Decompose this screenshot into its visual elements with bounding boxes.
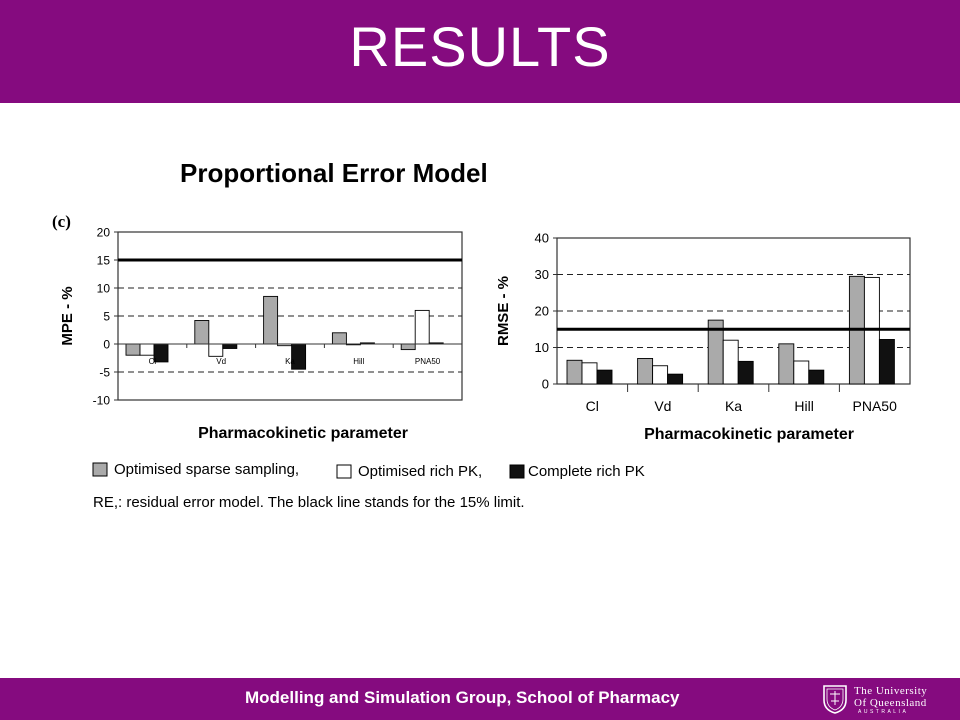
- y-tick-label: 20: [97, 225, 111, 239]
- university-logo: The University Of Queensland AUSTRALIA: [822, 682, 952, 716]
- chart-2: 40 30 20 10 0 Cl Vd Ka Hill PNA50 RMSE - % Pharmaco…: [495, 231, 911, 443]
- bar: [667, 373, 684, 385]
- y-tick-label: 10: [535, 340, 549, 355]
- bar: [331, 332, 347, 345]
- bar: [208, 343, 224, 357]
- bar: [722, 339, 739, 385]
- y-tick-label: 0: [103, 337, 110, 351]
- bar: [581, 362, 598, 385]
- y-tick-label: 10: [97, 281, 111, 295]
- bar: [878, 339, 895, 385]
- bar: [566, 359, 583, 385]
- chart-subtitle: Proportional Error Model: [180, 158, 488, 188]
- x-tick-label: Hill: [794, 398, 813, 414]
- x-tick-label: Ka: [725, 398, 742, 414]
- y-tick-label: 0: [542, 377, 549, 392]
- x-tick-label: PNA50: [415, 357, 441, 366]
- logo-text-line-2: Of Queensland: [854, 697, 927, 709]
- y-axis-label: RMSE - %: [495, 276, 512, 346]
- legend-label: Optimised rich PK,: [358, 463, 482, 480]
- y-tick-label: 40: [535, 231, 549, 246]
- results-figure: (c) 20 15 10 5 0 -5 -10 Cl Vd Ka Hill PNA50 MPE - % Ph…: [52, 212, 911, 511]
- bar: [737, 360, 754, 385]
- x-tick-label: Vd: [654, 398, 671, 414]
- legend-swatch: [92, 462, 108, 477]
- legend-label: Optimised sparse sampling,: [114, 461, 299, 478]
- y-tick-label: -10: [93, 393, 111, 407]
- bar: [808, 369, 825, 385]
- title-bar: RESULTS: [0, 0, 960, 103]
- x-tick-label: PNA50: [853, 398, 898, 414]
- footer-text: Modelling and Simulation Group, School o…: [245, 688, 680, 707]
- bar: [263, 295, 279, 345]
- x-tick-label: Ka: [285, 357, 295, 366]
- y-tick-label: 20: [535, 304, 549, 319]
- x-tick-label: Vd: [216, 357, 226, 366]
- bar: [778, 343, 795, 385]
- legend: Optimised sparse sampling, Optimised rich…: [92, 461, 645, 480]
- chart-1: 20 15 10 5 0 -5 -10 Cl Vd Ka Hill PNA50 MPE - % Pharm…: [59, 225, 463, 442]
- x-axis-label: Pharmacokinetic parameter: [198, 425, 408, 442]
- bar: [637, 358, 654, 385]
- panel-tag: (c): [52, 212, 71, 231]
- bar: [194, 320, 210, 345]
- legend-swatch: [336, 464, 352, 479]
- y-tick-label: 15: [97, 253, 111, 267]
- bar: [400, 343, 416, 351]
- footer-bar: Modelling and Simulation Group, School o…: [0, 678, 960, 720]
- bar: [414, 309, 430, 345]
- crest-icon: [823, 685, 847, 714]
- y-tick-label: 5: [103, 309, 110, 323]
- x-axis-label: Pharmacokinetic parameter: [644, 426, 854, 443]
- slide-title: RESULTS: [349, 15, 611, 78]
- bar: [139, 343, 155, 356]
- x-tick-label: Cl: [149, 357, 157, 366]
- x-tick-label: Cl: [586, 398, 599, 414]
- logo-text-line-1: The University: [854, 685, 928, 697]
- x-tick-label: Hill: [353, 357, 364, 366]
- bar: [652, 365, 669, 385]
- bar: [793, 360, 810, 385]
- bar: [596, 369, 613, 385]
- legend-swatch: [509, 464, 525, 479]
- y-tick-label: -5: [99, 365, 110, 379]
- logo-text-line-3: AUSTRALIA: [858, 709, 909, 715]
- caption: RE,: residual error model. The black lin…: [93, 494, 525, 511]
- bar: [125, 343, 141, 356]
- bar: [222, 343, 238, 349]
- y-tick-label: 30: [535, 267, 549, 282]
- legend-label: Complete rich PK: [528, 463, 645, 480]
- y-axis-label: MPE - %: [59, 286, 76, 345]
